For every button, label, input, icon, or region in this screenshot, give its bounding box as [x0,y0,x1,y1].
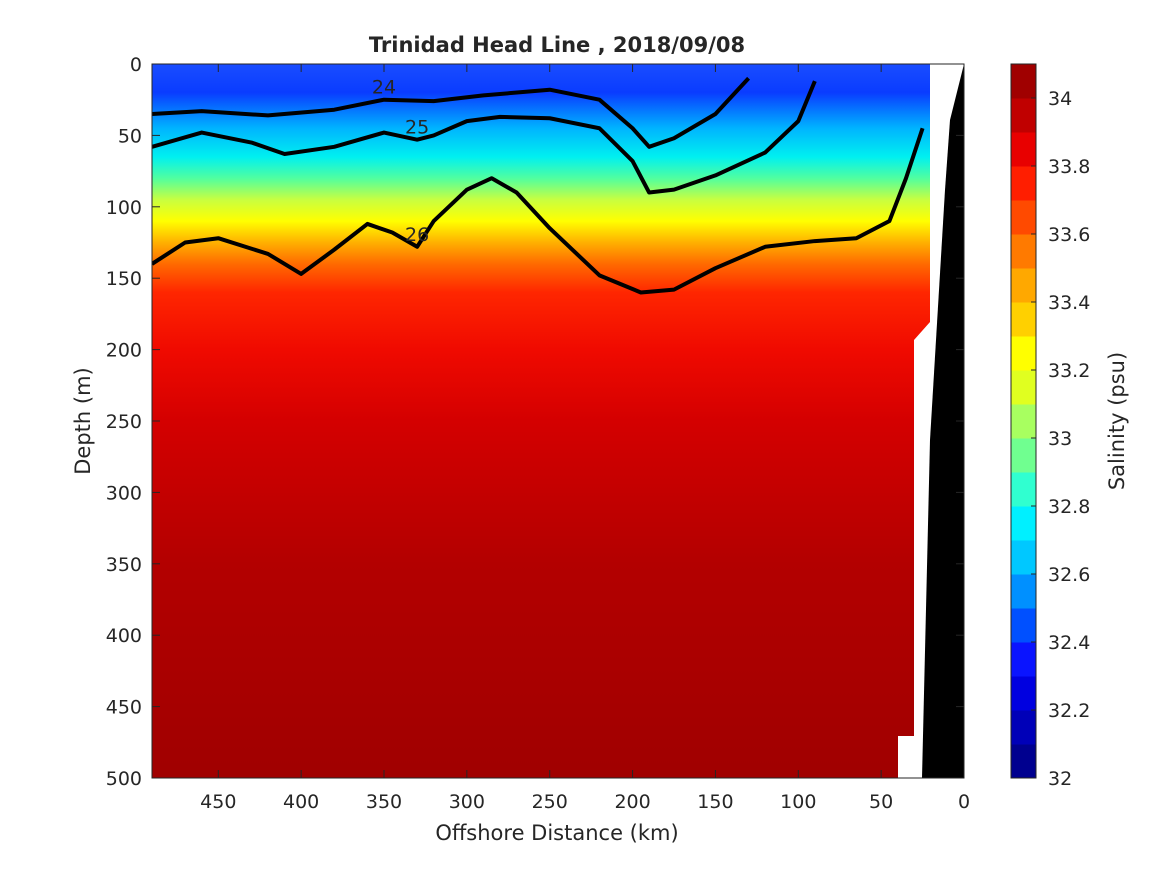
colorbar-swatch [1011,574,1036,609]
colorbar-tick-label: 32.6 [1048,564,1090,586]
colorbar-tick-label: 32.8 [1048,496,1090,518]
colorbar-swatch [1011,132,1036,167]
plot-area: 24 25 26 [152,64,964,778]
colorbar-tick-label: 33.6 [1048,224,1090,246]
x-tick-label: 450 [200,791,236,813]
y-tick-label: 200 [106,340,142,362]
y-axis: 0 50 100 150 200 250 300 350 400 450 500 [106,54,964,790]
y-tick-label: 150 [106,268,142,290]
colorbar-tick-label: 33.2 [1048,360,1090,382]
x-tick-label: 150 [697,791,733,813]
y-tick-label: 350 [106,554,142,576]
colorbar-tick-label: 32.2 [1048,700,1090,722]
isopycnal-label: 25 [405,117,429,139]
colorbar-swatch [1011,540,1036,575]
x-tick-label: 300 [449,791,485,813]
colorbar: 32 32.2 32.4 32.6 32.8 33 33.2 33.4 33.6 33.8 34 [1010,63,1090,790]
colorbar-swatch [1011,98,1036,133]
colorbar-swatch [1011,676,1036,711]
colorbar-swatch [1011,166,1036,201]
x-tick-label: 350 [366,791,402,813]
isopycnal-25 [152,80,817,195]
y-tick-label: 0 [130,54,142,76]
colorbar-tick-label: 34 [1048,88,1072,110]
colorbar-swatch [1011,268,1036,303]
colorbar-swatch [1011,370,1036,405]
salinity-field [152,64,964,778]
colorbar-swatch [1011,710,1036,745]
colorbar-swatch [1011,744,1036,779]
colorbar-tick-label: 32 [1048,768,1072,790]
y-axis-label: Depth (m) [71,367,95,474]
y-tick-label: 100 [106,197,142,219]
colorbar-swatch [1011,438,1036,473]
y-tick-label: 250 [106,411,142,433]
colorbar-tick-label: 32.4 [1048,632,1090,654]
colorbar-tick-label: 33 [1048,428,1072,450]
x-tick-label: 250 [532,791,568,813]
isopycnal-26 [152,127,925,295]
colorbar-swatch [1011,336,1036,371]
y-tick-label: 300 [106,482,142,504]
chart-title: Trinidad Head Line , 2018/09/08 [369,33,745,57]
colorbar-swatch [1011,64,1036,99]
x-tick-label: 400 [283,791,319,813]
y-tick-label: 50 [118,125,142,147]
isopycnal-24 [152,76,751,149]
colorbar-swatch [1011,404,1036,439]
colorbar-tick-label: 33.4 [1048,292,1090,314]
isopycnal-contours: 24 25 26 [152,76,925,295]
isopycnal-label: 26 [405,224,429,246]
colorbar-tick-label: 33.8 [1048,156,1090,178]
seafloor-bathymetry [922,64,964,778]
isopycnal-label: 24 [372,77,396,99]
colorbar-swatch [1011,608,1036,643]
colorbar-swatch [1011,472,1036,507]
x-tick-label: 100 [780,791,816,813]
y-tick-label: 400 [106,625,142,647]
y-tick-label: 450 [106,697,142,719]
colorbar-swatch [1011,200,1036,235]
colorbar-swatch [1011,302,1036,337]
colorbar-label: Salinity (psu) [1105,352,1129,490]
colorbar-frame [1010,63,1037,779]
colorbar-swatch [1011,234,1036,269]
colorbar-swatch [1011,642,1036,677]
x-tick-label: 50 [869,791,893,813]
x-tick-label: 200 [614,791,650,813]
y-tick-label: 500 [106,768,142,790]
x-axis-label: Offshore Distance (km) [435,821,678,845]
x-axis: 450 400 350 300 250 200 150 100 50 0 [200,64,970,813]
colorbar-swatch [1011,506,1036,541]
x-tick-label: 0 [958,791,970,813]
